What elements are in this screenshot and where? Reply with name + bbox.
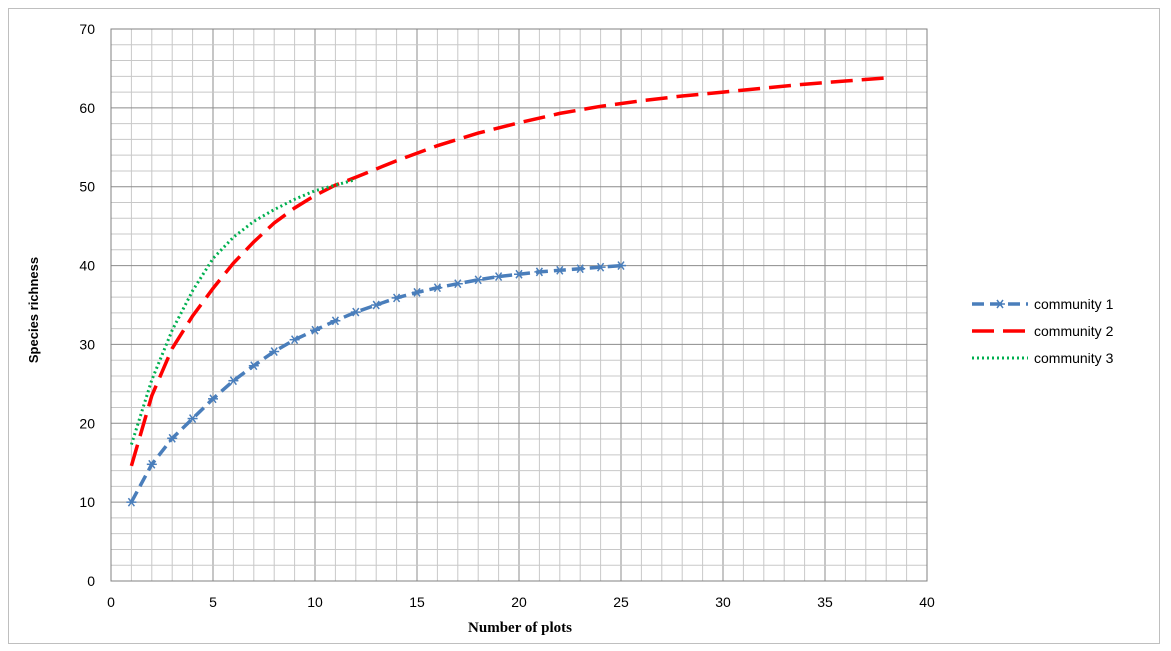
y-tick-label: 60	[79, 100, 95, 116]
x-tick-label: 40	[919, 594, 935, 610]
x-tick-label: 0	[107, 594, 115, 610]
series-1-point	[595, 262, 606, 272]
y-tick-label: 30	[79, 336, 95, 352]
series-2	[129, 76, 887, 467]
series-1-point	[208, 394, 218, 404]
x-tick-label: 10	[307, 594, 323, 610]
series-1-point	[248, 361, 259, 371]
series-1-point	[269, 347, 280, 356]
y-tick-label: 70	[79, 21, 95, 37]
series-1	[126, 261, 626, 507]
y-tick-label: 0	[87, 573, 95, 589]
series-1-point	[310, 325, 320, 335]
x-tick-label: 25	[613, 594, 629, 610]
series-1-point	[187, 414, 198, 424]
legend-item: community 1	[972, 296, 1114, 312]
series-1-point	[473, 275, 484, 285]
series-group	[126, 76, 887, 507]
y-tick-label: 10	[79, 494, 95, 510]
chart-frame	[8, 8, 1160, 644]
series-1-point	[350, 307, 361, 317]
series-1-point	[146, 459, 157, 469]
series-2-line	[129, 76, 887, 467]
legend-item: community 3	[972, 350, 1114, 366]
gridlines	[110, 28, 928, 582]
series-1-point	[330, 316, 341, 326]
legend-label: community 2	[1034, 323, 1114, 339]
series-1-point	[167, 433, 178, 443]
y-tick-label: 20	[79, 415, 95, 431]
x-axis-ticks: 0 5 10 15 20 25 30 35 40	[107, 594, 935, 610]
series-3	[129, 178, 357, 446]
y-axis-title: Species richness	[26, 257, 41, 363]
legend-marker	[995, 299, 1005, 309]
legend: community 1 community 2 community 3	[972, 296, 1114, 366]
series-1-point	[371, 300, 382, 310]
series-1-point	[432, 283, 443, 293]
series-1-point	[534, 267, 545, 277]
x-axis-title: Number of plots	[468, 620, 572, 636]
series-1-point	[514, 269, 524, 279]
series-1-point	[493, 272, 504, 282]
x-tick-label: 30	[715, 594, 731, 610]
plot-area	[110, 28, 928, 582]
series-1-point	[616, 261, 626, 271]
legend-label: community 1	[1034, 296, 1114, 312]
x-tick-label: 20	[511, 594, 527, 610]
legend-item: community 2	[972, 323, 1114, 339]
series-3-line	[129, 178, 357, 446]
legend-label: community 3	[1034, 350, 1114, 366]
series-1-point	[575, 264, 586, 274]
series-1-point	[452, 279, 463, 289]
series-1-point	[289, 335, 300, 345]
series-1-point	[554, 265, 565, 275]
x-tick-label: 15	[409, 594, 425, 610]
series-1-point	[412, 287, 422, 297]
x-tick-label: 35	[817, 594, 833, 610]
y-tick-label: 40	[79, 258, 95, 274]
y-tick-label: 50	[79, 179, 95, 195]
series-1-point	[126, 497, 137, 507]
series-1-point	[391, 293, 402, 303]
x-tick-label: 5	[209, 594, 217, 610]
series-1-point	[228, 376, 239, 386]
y-axis-ticks: 0 10 20 30 40 50 60 70	[79, 21, 95, 589]
